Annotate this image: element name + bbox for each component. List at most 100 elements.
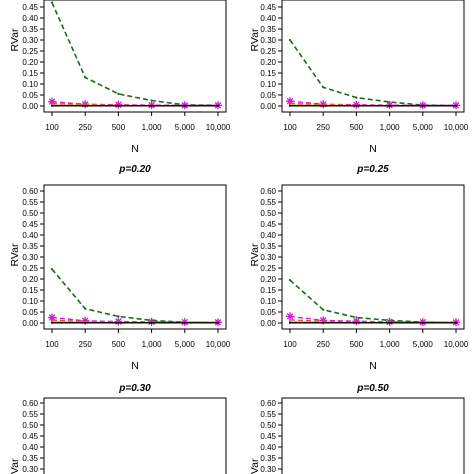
data-point xyxy=(454,104,458,107)
y-tick-label: 0.50 xyxy=(260,209,276,218)
data-point xyxy=(388,104,391,107)
y-axis-label: RVar xyxy=(249,458,261,474)
x-tick-label: 10,000 xyxy=(444,340,469,349)
x-tick-label: 100 xyxy=(45,340,59,349)
series-line-1 xyxy=(289,279,457,324)
y-tick-label: 0.20 xyxy=(22,58,38,67)
y-tick-label: 0.15 xyxy=(22,286,38,295)
data-point xyxy=(183,321,186,324)
y-tick-label: 0.35 xyxy=(260,454,276,463)
y-tick-label: 0.15 xyxy=(260,69,276,78)
x-tick-label: 1,000 xyxy=(142,123,163,132)
data-point xyxy=(50,102,54,105)
y-tick-label: 0.25 xyxy=(260,264,276,273)
data-point xyxy=(288,104,292,107)
y-tick-label: 0.25 xyxy=(22,47,38,56)
y-axis-label: RVar xyxy=(9,458,21,474)
y-tick-label: 0.55 xyxy=(260,410,276,419)
x-tick-label: 500 xyxy=(350,340,364,349)
data-point-star xyxy=(48,313,56,322)
y-tick-label: 0.00 xyxy=(260,319,276,328)
chart-panel-3: 0.00 0.05 0.10 0.15 0.20 0.25 0.30 0.35 0.40 0.45… xyxy=(9,164,231,372)
data-point xyxy=(288,38,292,42)
y-tick-label: 0.15 xyxy=(22,69,38,78)
y-tick-label: 0.50 xyxy=(22,421,38,430)
y-tick-label: 0.50 xyxy=(260,421,276,430)
y-tick-label: 0.45 xyxy=(22,3,38,12)
y-tick-label: 0.10 xyxy=(260,80,276,89)
data-point xyxy=(84,76,87,79)
data-point xyxy=(322,104,325,107)
plot-frame xyxy=(43,184,227,330)
y-tick-label: 0.35 xyxy=(22,454,38,463)
plot-frame xyxy=(43,397,227,474)
y-tick-label: 0.40 xyxy=(22,443,38,452)
data-point xyxy=(50,321,54,324)
series-line-1 xyxy=(51,268,219,324)
y-axis-label: RVar xyxy=(249,28,261,51)
chart-panel-1: 0.00 0.05 0.10 0.15 0.20 0.25 0.30 0.35 0.40 0.45… xyxy=(9,0,231,155)
y-tick-label: 0.45 xyxy=(260,220,276,229)
data-point xyxy=(150,99,153,102)
y-tick-label: 0.60 xyxy=(260,399,276,408)
y-tick-label: 0.50 xyxy=(22,209,38,218)
data-point xyxy=(355,321,358,324)
y-tick-label: 0.40 xyxy=(260,231,276,240)
chart-panel-2: 0.00 0.05 0.10 0.15 0.20 0.25 0.30 0.35 0.40 0.45… xyxy=(249,0,469,155)
y-tick-label: 0.30 xyxy=(22,253,38,262)
y-tick-label: 0.60 xyxy=(22,399,38,408)
y-tick-label: 0.55 xyxy=(260,198,276,207)
data-point xyxy=(50,104,54,107)
x-tick-label: 5,000 xyxy=(413,340,434,349)
y-tick-label: 0.45 xyxy=(22,220,38,229)
x-tick-label: 100 xyxy=(283,340,297,349)
y-tick-label: 0.00 xyxy=(22,102,38,111)
y-tick-label: 0.00 xyxy=(260,102,276,111)
data-point xyxy=(322,308,325,311)
data-point xyxy=(421,321,424,324)
x-axis-label: N xyxy=(369,360,377,372)
chart-panel-5: 0.30 0.35 0.40 0.45 0.50 0.55 0.60 RVar p=0.30 xyxy=(9,383,227,474)
panel-title: p=0.25 xyxy=(356,164,389,175)
chart-panel-4: 0.00 0.05 0.10 0.15 0.20 0.25 0.30 0.35 0.40 0.45… xyxy=(249,164,469,372)
y-tick-label: 0.35 xyxy=(260,25,276,34)
y-tick-label: 0.40 xyxy=(260,443,276,452)
y-tick-label: 0.35 xyxy=(260,242,276,251)
y-tick-label: 0.60 xyxy=(260,187,276,196)
x-tick-label: 500 xyxy=(112,123,126,132)
y-tick-label: 0.40 xyxy=(22,14,38,23)
plot-frame xyxy=(281,397,465,474)
y-tick-label: 0.20 xyxy=(260,275,276,284)
y-tick-label: 0.45 xyxy=(260,3,276,12)
data-point xyxy=(288,279,292,282)
y-axis-label: RVar xyxy=(9,243,21,266)
data-point xyxy=(150,104,153,107)
y-tick-label: 0.35 xyxy=(22,242,38,251)
x-tick-label: 250 xyxy=(79,123,93,132)
x-tick-label: 10,000 xyxy=(444,123,469,132)
data-point-star xyxy=(48,97,56,106)
y-tick-label: 0.30 xyxy=(260,253,276,262)
y-tick-label: 0.10 xyxy=(22,80,38,89)
y-tick-label: 0.10 xyxy=(22,297,38,306)
x-tick-label: 5,000 xyxy=(175,123,196,132)
y-tick-label: 0.40 xyxy=(260,14,276,23)
y-tick-label: 0.40 xyxy=(22,231,38,240)
series-line-1 xyxy=(289,39,457,107)
data-point xyxy=(117,104,120,107)
data-point xyxy=(50,319,54,322)
x-tick-label: 5,000 xyxy=(175,340,196,349)
data-point xyxy=(117,321,120,324)
data-point xyxy=(288,102,292,105)
data-point xyxy=(355,104,358,107)
y-tick-label: 0.05 xyxy=(260,91,276,100)
chart-panel-6: 0.30 0.35 0.40 0.45 0.50 0.55 0.60 RVar p=0.50 xyxy=(249,383,465,474)
data-point xyxy=(288,321,292,324)
data-point xyxy=(421,104,424,107)
y-tick-label: 0.30 xyxy=(260,465,276,474)
data-point xyxy=(50,268,54,271)
plot-frame xyxy=(281,0,465,113)
y-tick-label: 0.05 xyxy=(260,308,276,317)
data-point xyxy=(322,86,325,89)
